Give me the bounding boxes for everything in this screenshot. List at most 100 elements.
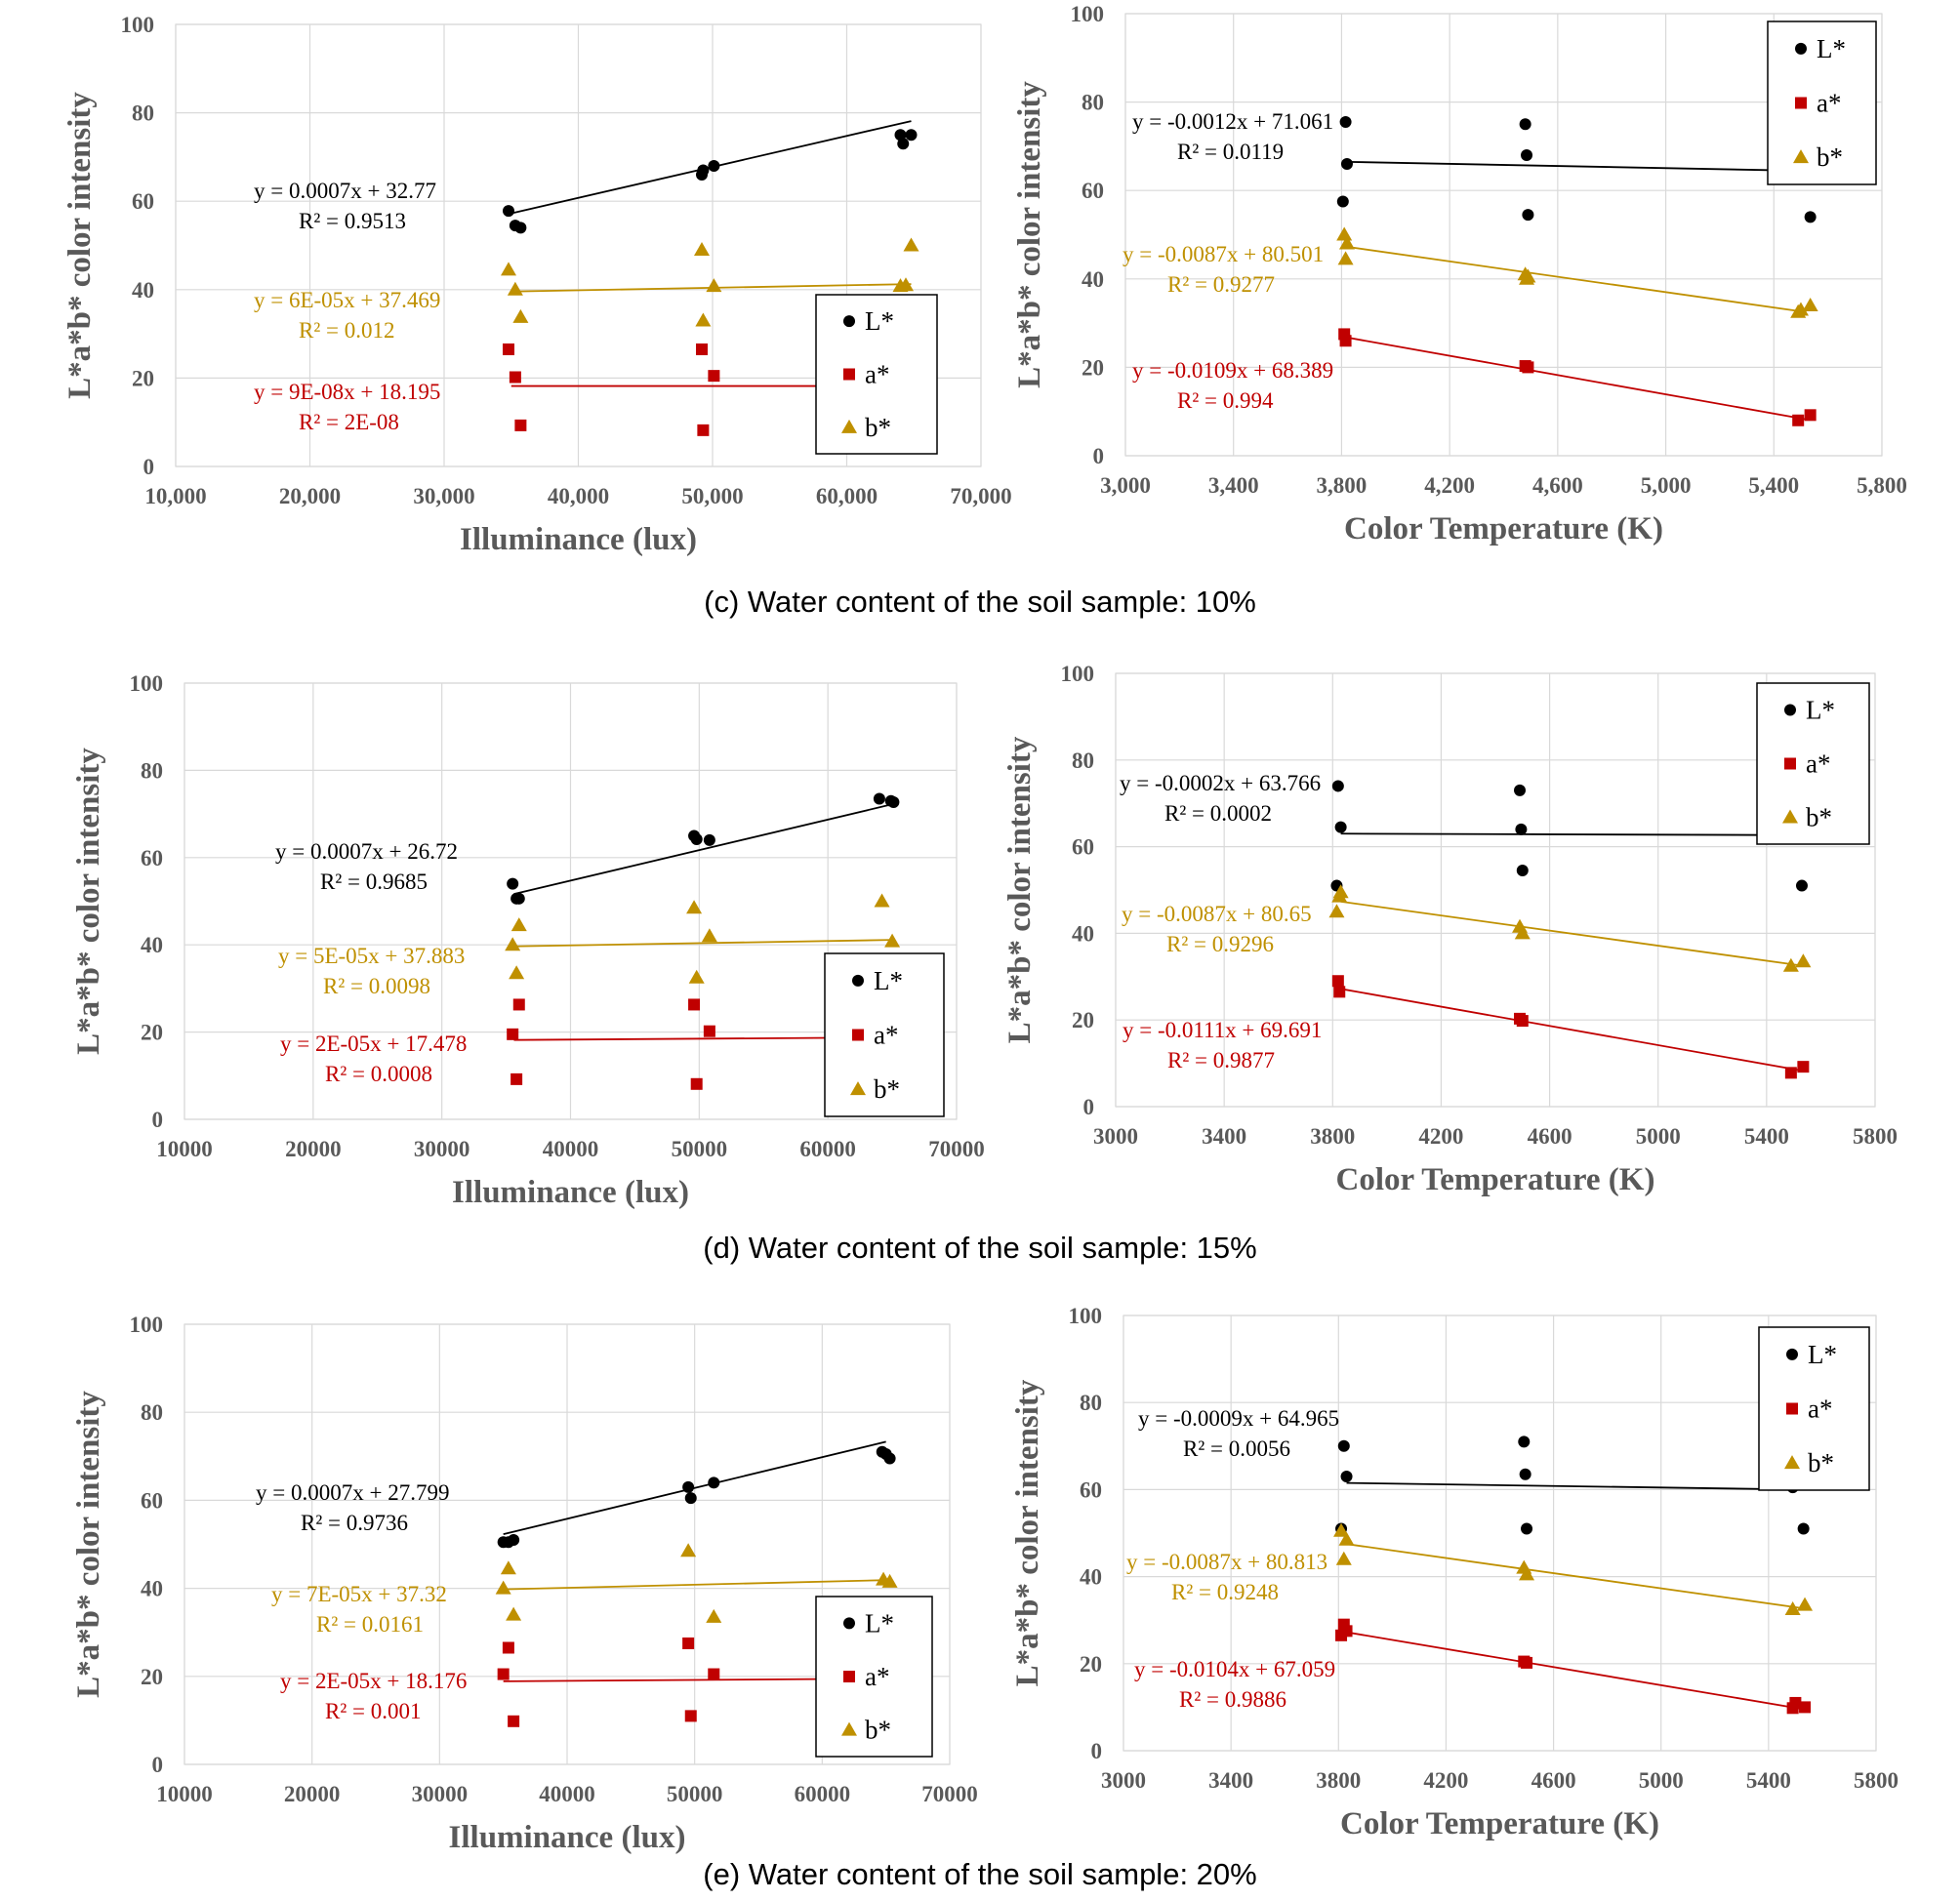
- data-point-a: [503, 343, 514, 355]
- chart-illuminance-10pct: 10,000 20,000 30,000 40,000 50,000 60,000 70,0…: [62, 13, 1012, 557]
- trend-r2-l: R² = 0.0056: [1183, 1436, 1290, 1461]
- legend-label-l: L*: [865, 1608, 894, 1638]
- x-tick-label: 30,000: [413, 484, 474, 508]
- trend-equation-b: y = -0.0087x + 80.501: [1123, 242, 1324, 266]
- trendline-b: [513, 939, 893, 948]
- data-point-l: [887, 796, 900, 809]
- x-tick-label: 40000: [539, 1782, 595, 1806]
- trend-equation-a: y = -0.0104x + 67.059: [1134, 1657, 1335, 1681]
- x-tick-label: 4,200: [1424, 473, 1475, 498]
- data-point-l: [1340, 1471, 1353, 1483]
- data-point-a: [703, 1025, 715, 1037]
- y-tick-label: 0: [152, 1753, 164, 1777]
- legend-label-a: a*: [1806, 749, 1830, 779]
- data-point-l: [512, 892, 525, 905]
- data-point-l: [708, 159, 720, 172]
- x-axis-title: Color Temperature (K): [1344, 511, 1663, 546]
- trendline-b: [1340, 900, 1800, 967]
- data-point-a: [509, 371, 521, 384]
- y-axis-title: L*a*b* color intensity: [71, 748, 106, 1055]
- data-point-l: [690, 833, 703, 846]
- trend-r2-l: R² = 0.0119: [1177, 140, 1284, 164]
- plot-area: [1123, 1315, 1877, 1752]
- data-point-b: [1338, 1531, 1355, 1546]
- x-tick-label: 20,000: [279, 484, 341, 508]
- x-tick-label: 3,800: [1317, 473, 1368, 498]
- data-point-b: [505, 937, 521, 951]
- x-axis-title: Illuminance (lux): [449, 1820, 686, 1855]
- data-point-l: [697, 164, 710, 177]
- legend-marker-b: [841, 419, 857, 433]
- x-tick-label: 10000: [156, 1137, 213, 1161]
- y-tick-label: 80: [1080, 1391, 1102, 1415]
- data-point-a: [1522, 361, 1534, 374]
- data-point-b: [1335, 1551, 1352, 1565]
- data-point-b: [1514, 925, 1531, 940]
- legend-label-b: b*: [1806, 803, 1832, 832]
- chart-illuminance-15pct: 10000 20000 30000 40000 50000 60000 70000 0 20 40…: [71, 671, 985, 1210]
- data-point-b: [1782, 957, 1799, 972]
- legend-label-l: L*: [874, 966, 903, 995]
- legend-label-b: b*: [1817, 142, 1843, 172]
- trendline-a: [1340, 988, 1800, 1072]
- data-point-a: [1340, 1625, 1353, 1638]
- y-tick-label: 20: [1080, 1652, 1102, 1677]
- y-axis-title: L*a*b* color intensity: [71, 1391, 106, 1698]
- x-axis-title: Illuminance (lux): [460, 522, 697, 557]
- legend-marker-l: [852, 974, 864, 987]
- trend-r2-a: R² = 2E-08: [299, 410, 399, 434]
- data-point-b: [500, 1560, 516, 1575]
- legend-label-l: L*: [865, 306, 894, 336]
- data-point-a: [502, 1641, 514, 1654]
- data-point-b: [507, 281, 523, 296]
- data-point-a: [497, 1668, 510, 1680]
- x-tick-label: 70,000: [950, 484, 1011, 508]
- y-tick-label: 60: [141, 1488, 163, 1513]
- trend-r2-l: R² = 0.9736: [301, 1511, 408, 1535]
- data-point-l: [1337, 1439, 1350, 1452]
- legend-label-b: b*: [865, 1716, 891, 1745]
- data-point-a: [507, 1028, 519, 1040]
- legend-label-b: b*: [865, 413, 891, 442]
- data-point-l: [1339, 115, 1352, 128]
- data-point-l: [1522, 209, 1534, 222]
- data-point-l: [1515, 823, 1528, 835]
- x-tick-label: 4200: [1423, 1768, 1468, 1793]
- data-point-b: [1333, 1522, 1350, 1537]
- data-point-l: [508, 1533, 520, 1546]
- x-tick-label: 5800: [1854, 1768, 1899, 1793]
- legend-marker-b: [841, 1721, 857, 1736]
- data-point-b: [695, 312, 712, 327]
- y-tick-label: 0: [143, 455, 155, 479]
- data-point-b: [903, 237, 919, 252]
- y-tick-label: 60: [1072, 835, 1094, 860]
- data-point-b: [495, 1580, 511, 1595]
- caption-15pct: (d) Water content of the soil sample: 15…: [703, 1231, 1256, 1265]
- x-tick-label: 30000: [414, 1137, 470, 1161]
- data-point-a: [690, 1077, 703, 1090]
- legend: L* a* b*: [815, 294, 938, 455]
- y-tick-label: 80: [1072, 748, 1094, 773]
- y-tick-label: 60: [141, 846, 163, 870]
- data-point-a: [708, 370, 720, 383]
- legend-label-a: a*: [865, 360, 889, 389]
- data-point-l: [1795, 879, 1808, 892]
- x-tick-label: 5,800: [1857, 473, 1907, 498]
- y-tick-label: 100: [130, 671, 164, 696]
- legend-label-l: L*: [1806, 696, 1835, 725]
- x-tick-label: 5800: [1853, 1124, 1898, 1149]
- y-tick-label: 100: [121, 13, 155, 37]
- data-point-b: [688, 969, 705, 984]
- data-point-l: [1797, 1522, 1810, 1535]
- trend-r2-a: R² = 0.994: [1177, 388, 1274, 413]
- trendline-l: [503, 1440, 886, 1536]
- data-point-a: [697, 424, 710, 436]
- x-tick-label: 4600: [1528, 1124, 1572, 1149]
- legend-marker-a: [852, 1029, 864, 1041]
- data-point-l: [1336, 195, 1349, 208]
- x-tick-label: 30000: [412, 1782, 469, 1806]
- trend-equation-l: y = -0.0002x + 63.766: [1120, 771, 1321, 795]
- y-tick-label: 40: [141, 1577, 163, 1601]
- x-tick-label: 60,000: [816, 484, 878, 508]
- legend-marker-a: [1795, 97, 1807, 109]
